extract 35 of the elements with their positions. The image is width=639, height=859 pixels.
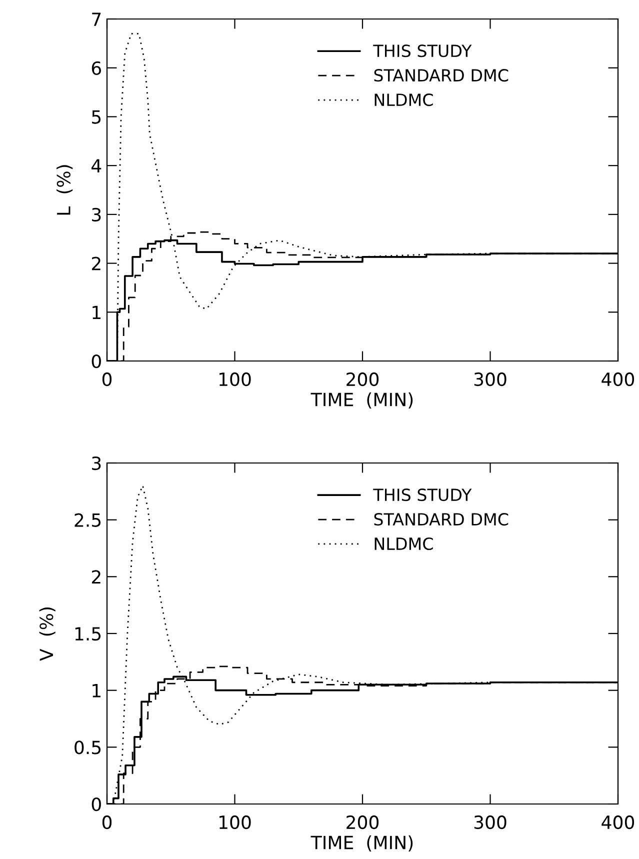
x-tick-label: 400 bbox=[602, 815, 634, 830]
x-tick-label: 100 bbox=[220, 372, 251, 386]
legend-label: NLDMC bbox=[374, 537, 433, 550]
x-axis-title: TIME (MIN) bbox=[310, 835, 413, 852]
y-tick-label: 1.5 bbox=[75, 627, 101, 641]
legend-label: NLDMC bbox=[374, 93, 433, 106]
y-tick-label: 3 bbox=[92, 208, 101, 222]
y-tick-label: 2.5 bbox=[74, 513, 101, 527]
x-tick-label: 400 bbox=[602, 372, 634, 386]
y-tick-label: 2 bbox=[92, 570, 100, 584]
legend-label: THIS STUDY bbox=[373, 44, 472, 58]
x-axis-title: TIME (MIN) bbox=[310, 392, 413, 408]
x-tick-label: 300 bbox=[474, 815, 506, 830]
legend-label: STANDARD DMC bbox=[374, 512, 508, 526]
y-tick-label: 3 bbox=[92, 456, 101, 470]
x-tick-label: 100 bbox=[220, 815, 251, 830]
x-tick-label: 200 bbox=[346, 815, 379, 830]
y-tick-label: 5 bbox=[92, 110, 101, 124]
y-tick-label: 6 bbox=[92, 61, 101, 75]
x-tick-label: 200 bbox=[346, 372, 379, 386]
y-tick-label: 1 bbox=[92, 306, 100, 320]
y-tick-label: 0 bbox=[92, 354, 101, 368]
y-tick-label: 4 bbox=[92, 159, 102, 172]
y-tick-label: 7 bbox=[92, 12, 101, 26]
y-tick-label: 0.5 bbox=[74, 740, 101, 754]
x-tick-label: 0 bbox=[102, 372, 112, 386]
y-tick-label: 1 bbox=[92, 684, 100, 698]
y-axis-title: V (%) bbox=[39, 608, 56, 661]
y-tick-label: 0 bbox=[92, 797, 101, 812]
legend-label: THIS STUDY bbox=[373, 488, 472, 502]
x-tick-label: 0 bbox=[102, 815, 112, 830]
legend-label: STANDARD DMC bbox=[374, 69, 508, 82]
y-axis-title: L (%) bbox=[56, 165, 73, 215]
y-tick-label: 2 bbox=[92, 256, 100, 270]
x-tick-label: 300 bbox=[474, 372, 506, 386]
